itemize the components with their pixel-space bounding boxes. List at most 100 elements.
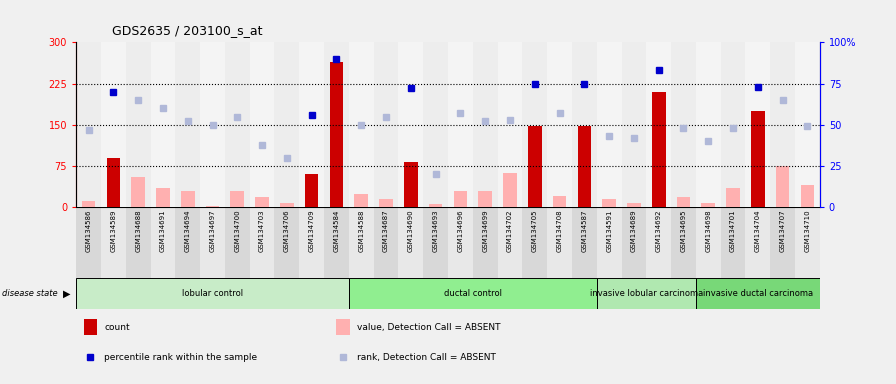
Text: percentile rank within the sample: percentile rank within the sample: [105, 353, 257, 362]
Text: lobular control: lobular control: [182, 289, 243, 298]
Bar: [404, 162, 418, 207]
Text: GSM134708: GSM134708: [556, 210, 563, 252]
Bar: [225, 207, 250, 278]
Bar: [622, 42, 646, 207]
Bar: [776, 166, 789, 207]
Bar: [504, 173, 517, 207]
Bar: [156, 188, 169, 207]
Bar: [646, 42, 671, 207]
Bar: [497, 42, 522, 207]
Bar: [423, 207, 448, 278]
Text: GSM134703: GSM134703: [259, 210, 265, 252]
Text: GSM134691: GSM134691: [159, 210, 166, 252]
Bar: [448, 207, 473, 278]
Text: GSM134692: GSM134692: [656, 210, 662, 252]
Bar: [151, 207, 176, 278]
Bar: [597, 278, 696, 309]
Text: GSM134584: GSM134584: [333, 210, 340, 252]
Text: GSM134705: GSM134705: [531, 210, 538, 252]
Text: ductal control: ductal control: [444, 289, 502, 298]
Bar: [423, 42, 448, 207]
Bar: [478, 191, 492, 207]
Bar: [200, 207, 225, 278]
Bar: [473, 207, 497, 278]
Text: GSM134701: GSM134701: [730, 210, 737, 252]
Bar: [107, 158, 120, 207]
Bar: [646, 207, 671, 278]
Bar: [696, 42, 720, 207]
Bar: [671, 42, 696, 207]
Bar: [176, 42, 200, 207]
Text: count: count: [105, 323, 130, 332]
Text: GSM134586: GSM134586: [85, 210, 91, 252]
Bar: [795, 42, 820, 207]
Bar: [255, 197, 269, 207]
Bar: [76, 42, 101, 207]
Bar: [374, 42, 399, 207]
Bar: [572, 207, 597, 278]
Bar: [101, 207, 125, 278]
Bar: [76, 278, 349, 309]
Bar: [324, 42, 349, 207]
Bar: [676, 197, 690, 207]
Bar: [324, 207, 349, 278]
Text: GSM134706: GSM134706: [284, 210, 290, 252]
Bar: [349, 42, 374, 207]
Text: GSM134695: GSM134695: [680, 210, 686, 252]
Bar: [355, 194, 368, 207]
Bar: [771, 42, 795, 207]
Bar: [448, 42, 473, 207]
Bar: [720, 42, 745, 207]
Bar: [399, 207, 423, 278]
Bar: [374, 207, 399, 278]
Text: GSM134694: GSM134694: [185, 210, 191, 252]
Bar: [453, 191, 467, 207]
Text: GSM134709: GSM134709: [308, 210, 314, 252]
Text: disease state: disease state: [2, 289, 57, 298]
Bar: [299, 207, 324, 278]
Text: GSM134699: GSM134699: [482, 210, 488, 252]
Text: GSM134588: GSM134588: [358, 210, 365, 252]
Bar: [299, 42, 324, 207]
Text: GSM134591: GSM134591: [606, 210, 612, 252]
Text: GSM134700: GSM134700: [234, 210, 240, 252]
Bar: [230, 191, 244, 207]
Bar: [125, 42, 151, 207]
Bar: [429, 204, 443, 207]
Bar: [176, 207, 200, 278]
Bar: [696, 207, 720, 278]
Bar: [528, 126, 541, 207]
Bar: [702, 203, 715, 207]
Text: GSM134696: GSM134696: [457, 210, 463, 252]
Bar: [553, 196, 566, 207]
Bar: [572, 42, 597, 207]
Bar: [602, 199, 616, 207]
Bar: [745, 207, 771, 278]
Bar: [522, 42, 547, 207]
Bar: [399, 42, 423, 207]
Bar: [652, 92, 666, 207]
Bar: [330, 61, 343, 207]
Bar: [206, 206, 220, 207]
Text: rank, Detection Call = ABSENT: rank, Detection Call = ABSENT: [358, 353, 496, 362]
Text: invasive lobular carcinoma: invasive lobular carcinoma: [590, 289, 703, 298]
Bar: [83, 319, 97, 335]
Bar: [337, 319, 349, 335]
Text: GSM134710: GSM134710: [805, 210, 811, 252]
Bar: [305, 174, 318, 207]
Text: GSM134693: GSM134693: [433, 210, 439, 252]
Bar: [379, 199, 392, 207]
Bar: [125, 207, 151, 278]
Text: GSM134587: GSM134587: [582, 210, 588, 252]
Bar: [522, 207, 547, 278]
Bar: [274, 42, 299, 207]
Text: GSM134689: GSM134689: [631, 210, 637, 252]
Bar: [101, 42, 125, 207]
Text: GSM134589: GSM134589: [110, 210, 116, 252]
Bar: [578, 126, 591, 207]
Bar: [250, 207, 274, 278]
Bar: [132, 177, 145, 207]
Bar: [547, 207, 572, 278]
Bar: [727, 188, 740, 207]
Text: GSM134688: GSM134688: [135, 210, 142, 252]
